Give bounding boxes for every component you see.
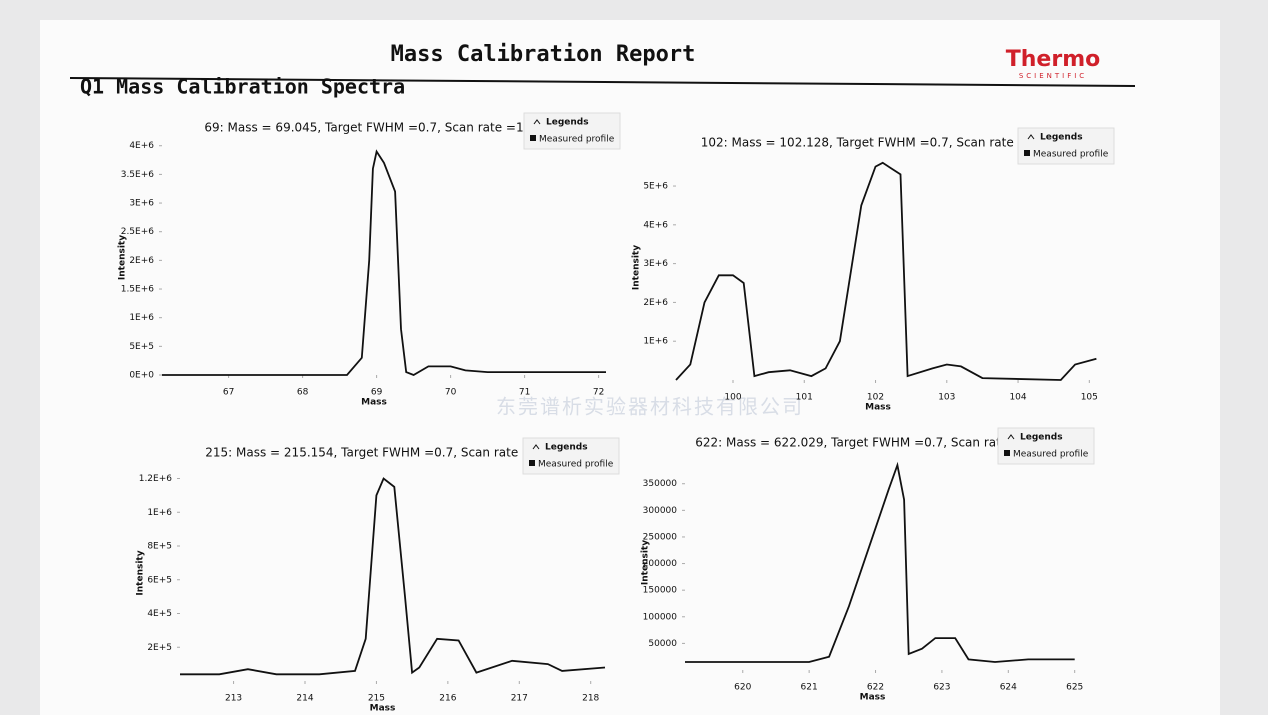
x-tick-label: 105 (1081, 393, 1098, 403)
chart-title: 215: Mass = 215.154, Target FWHM =0.7, S… (205, 446, 539, 460)
y-tick-label: 1.2E+6 (139, 474, 173, 484)
x-tick-label: 100 (724, 393, 741, 403)
x-tick-label: 70 (445, 388, 457, 398)
legend-swatch (530, 135, 536, 141)
y-tick-label: 6E+5 (147, 575, 172, 585)
y-tick-label: 1E+6 (147, 508, 172, 518)
chart-title: 102: Mass = 102.128, Target FWHM =0.7, S… (701, 136, 1035, 150)
chart-title: 69: Mass = 69.045, Target FWHM =0.7, Sca… (204, 121, 523, 135)
y-tick-label: 3E+6 (129, 199, 154, 209)
x-tick-label: 215 (368, 694, 385, 704)
x-tick-label: 624 (1000, 683, 1017, 693)
legend-box (522, 437, 620, 475)
y-axis-label: Intensity (641, 540, 651, 585)
y-tick-label: 100000 (643, 612, 678, 622)
y-tick-label: 1E+6 (643, 337, 668, 347)
profile-line (180, 477, 606, 676)
report-title: Mass Calibration Report (391, 42, 696, 67)
x-tick-label: 214 (296, 694, 313, 704)
header-rule (69, 77, 1136, 87)
legend-box (1017, 127, 1115, 165)
y-axis-label: Intensity (632, 245, 642, 290)
x-tick-label: 67 (223, 388, 234, 398)
y-tick-label: 2E+6 (129, 256, 154, 266)
profile-line (685, 461, 1075, 663)
y-tick-label: 300000 (643, 506, 678, 516)
legend-caret (1007, 434, 1015, 440)
y-tick-label: 8E+5 (147, 542, 172, 552)
section-title: Q1 Mass Calibration Spectra (80, 75, 405, 99)
y-tick-label: 350000 (643, 479, 678, 489)
legend-caret (1027, 134, 1035, 140)
x-tick-label: 216 (439, 694, 456, 704)
x-tick-label: 621 (801, 683, 818, 693)
x-tick-label: 218 (582, 694, 599, 704)
y-tick-label: 1.5E+6 (121, 285, 155, 295)
x-axis-label: Mass (865, 403, 891, 413)
y-tick-label: 5E+5 (129, 342, 154, 352)
y-tick-label: 2E+6 (643, 298, 668, 308)
y-tick-label: 200000 (643, 559, 678, 569)
y-tick-label: 150000 (643, 586, 678, 596)
legend-caret (532, 444, 540, 450)
legend-label: Measured profile (1033, 150, 1109, 160)
y-tick-label: 50000 (648, 639, 677, 649)
chart-title: 622: Mass = 622.029, Target FWHM =0.7, S… (695, 436, 1029, 450)
legend-swatch (529, 460, 535, 466)
y-tick-label: 2E+5 (147, 643, 172, 653)
legend-box (997, 427, 1095, 465)
y-tick-label: 5E+6 (643, 182, 668, 192)
x-tick-label: 102 (867, 393, 884, 403)
legend-label: Measured profile (1013, 450, 1089, 460)
watermark: 东莞谱析实验器材科技有限公司 (496, 395, 804, 419)
x-axis-label: Mass (370, 704, 396, 714)
legend-label: Measured profile (538, 460, 614, 470)
y-tick-label: 4E+6 (129, 141, 154, 151)
y-tick-label: 3.5E+6 (121, 170, 155, 180)
y-tick-label: 4E+6 (643, 220, 668, 230)
x-tick-label: 217 (511, 694, 528, 704)
x-tick-label: 620 (734, 683, 751, 693)
y-axis-label: Intensity (118, 235, 128, 280)
legend-swatch (1024, 150, 1030, 156)
profile-line (162, 149, 606, 376)
x-tick-label: 69 (371, 388, 383, 398)
y-tick-label: 250000 (643, 532, 678, 542)
x-tick-label: 68 (297, 388, 309, 398)
profile-line (675, 161, 1097, 381)
y-tick-label: 2.5E+6 (121, 227, 155, 237)
x-tick-label: 72 (593, 388, 604, 398)
y-tick-label: 1E+6 (129, 313, 154, 323)
x-tick-label: 104 (1009, 393, 1026, 403)
legend-title: Legends (1040, 133, 1083, 143)
x-tick-label: 213 (225, 694, 242, 704)
legend-title: Legends (545, 443, 588, 453)
x-tick-label: 625 (1066, 683, 1083, 693)
legend-title: Legends (1020, 433, 1063, 443)
logo: Thermo (1006, 47, 1100, 72)
x-tick-label: 623 (933, 683, 950, 693)
x-axis-label: Mass (361, 398, 387, 408)
x-axis-label: Mass (860, 693, 886, 703)
legend-box (523, 112, 621, 150)
legend-caret (533, 119, 541, 125)
x-tick-label: 101 (796, 393, 813, 403)
logo-sub: SCIENTIFIC (1019, 72, 1087, 80)
y-tick-label: 0E+0 (129, 371, 154, 381)
legend-swatch (1004, 450, 1010, 456)
x-tick-label: 103 (938, 393, 955, 403)
y-tick-label: 3E+6 (643, 259, 668, 269)
x-tick-label: 71 (519, 388, 530, 398)
legend-label: Measured profile (539, 135, 615, 145)
legend-title: Legends (546, 118, 589, 128)
y-tick-label: 4E+5 (147, 609, 172, 619)
y-axis-label: Intensity (136, 550, 146, 595)
x-tick-label: 622 (867, 683, 884, 693)
